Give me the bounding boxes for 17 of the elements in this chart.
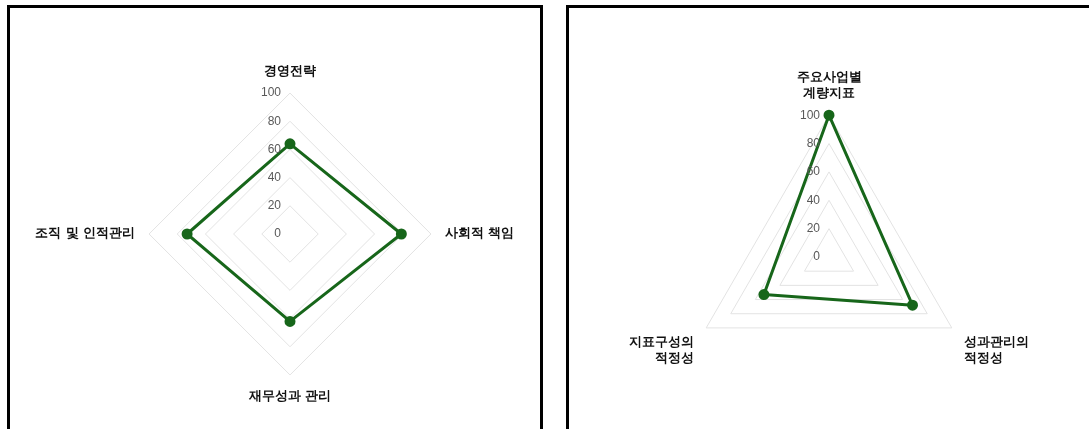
spoke-label: 지표구성의 적정성: [629, 334, 695, 365]
spoke-label: 조직 및 인적관리: [34, 225, 136, 241]
y-tick-label: 0: [274, 226, 282, 241]
spoke-label: 재무성과 관리: [247, 388, 332, 404]
y-tick-label: 100: [799, 107, 821, 122]
spoke-label: 성과관리의 적정성: [963, 334, 1029, 365]
y-tick-label: 60: [267, 141, 282, 156]
spoke-label: 사회적 책임: [444, 225, 515, 241]
y-tick-label: 20: [267, 198, 282, 213]
y-tick-label: 100: [260, 85, 282, 100]
y-tick-label: 80: [267, 113, 282, 128]
spoke-label: 주요사업별 계량지표: [796, 69, 862, 100]
y-tick-label: 40: [267, 169, 282, 184]
y-tick-label: 40: [806, 192, 821, 207]
y-tick-label: 20: [806, 220, 821, 235]
spoke-label: 경영전략: [264, 62, 316, 78]
y-tick-label: 0: [813, 249, 821, 264]
